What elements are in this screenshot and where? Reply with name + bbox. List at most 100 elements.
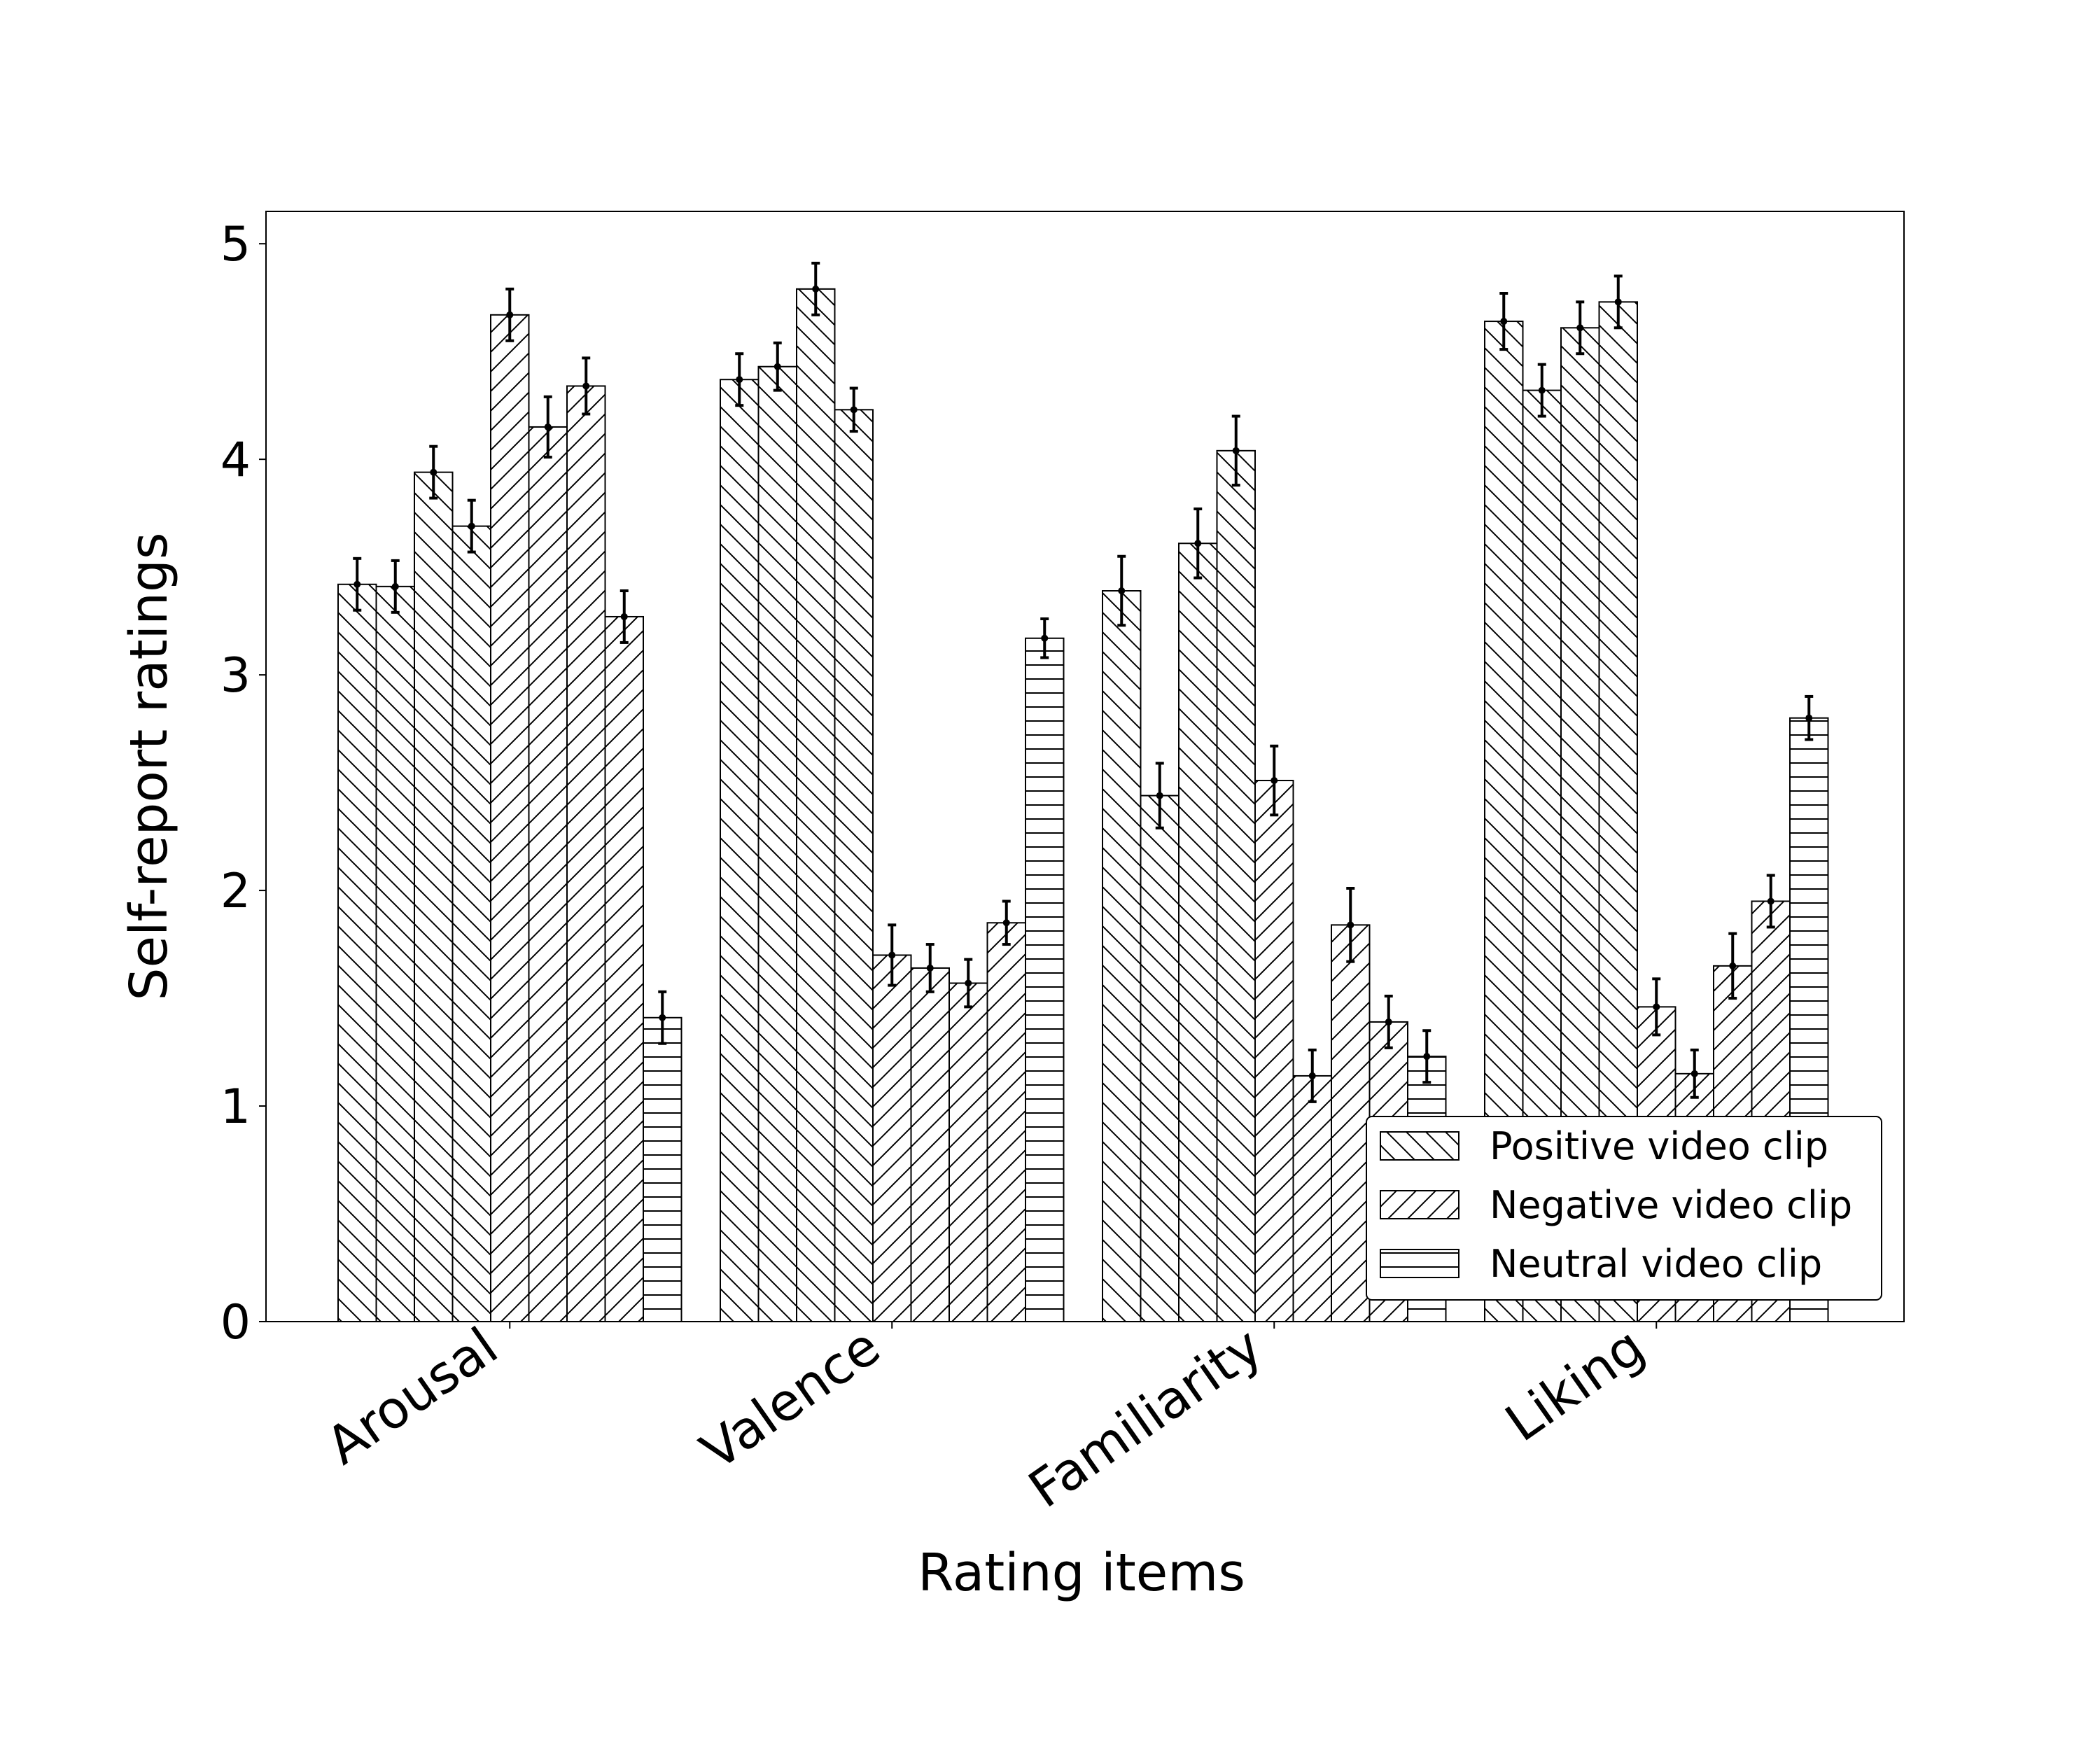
mean-point	[965, 979, 972, 987]
error-bar	[1805, 694, 1814, 741]
bar-arousal-8	[604, 615, 644, 1322]
legend-swatch-negative	[1380, 1190, 1460, 1219]
mean-point	[1614, 298, 1622, 306]
x-tick-label: Arousal	[316, 1316, 508, 1476]
error-bar	[1576, 300, 1585, 356]
bar-arousal-4	[451, 525, 491, 1322]
error-bar	[1499, 292, 1508, 351]
bar-arousal-7	[566, 385, 606, 1323]
mean-point	[1194, 540, 1202, 547]
error-bar	[1270, 744, 1279, 817]
bar-arousal-3	[414, 471, 454, 1322]
mean-point	[468, 522, 475, 530]
x-tick-label: Liking	[1495, 1316, 1656, 1453]
error-bar	[1346, 886, 1355, 963]
y-tick-label: 0	[220, 1295, 251, 1350]
bar-valence-2	[757, 365, 797, 1322]
error-bar	[353, 556, 362, 612]
x-tick-label: Valence	[690, 1316, 890, 1481]
y-axis: 0 1 2 3 4 5	[220, 217, 266, 1350]
mean-point	[1347, 921, 1354, 929]
bar-arousal-5	[490, 314, 530, 1322]
error-bar	[391, 559, 400, 614]
x-tick-label: Familiarity	[1018, 1316, 1273, 1520]
error-bar	[1652, 977, 1661, 1037]
mean-point	[391, 582, 399, 590]
bar-familiarity-4	[1216, 449, 1256, 1322]
legend-swatch-positive	[1380, 1131, 1460, 1161]
mean-point	[812, 285, 820, 293]
bar-valence-8	[986, 922, 1026, 1322]
bar-valence-9	[1025, 637, 1065, 1322]
mean-point	[1423, 1053, 1431, 1060]
error-bar	[505, 287, 514, 342]
bar-familiarity-5	[1254, 780, 1294, 1322]
bar-familiarity-7	[1331, 924, 1371, 1322]
x-axis: Arousal Valence Familiarity Liking	[316, 1316, 1658, 1520]
error-bar	[543, 395, 552, 459]
mean-point	[582, 382, 590, 390]
mean-point	[1156, 792, 1163, 799]
legend-swatch-neutral	[1380, 1249, 1460, 1278]
mean-point	[1232, 447, 1240, 454]
error-bar	[964, 958, 973, 1009]
error-bar	[925, 943, 934, 993]
mean-point	[1118, 587, 1126, 595]
x-axis-title: Rating items	[918, 1543, 1245, 1603]
error-bar	[1231, 414, 1240, 487]
mean-point	[1041, 634, 1049, 642]
bar-arousal-9	[643, 1016, 682, 1323]
error-bar	[1690, 1048, 1699, 1099]
legend-label-positive: Positive video clip	[1490, 1124, 1828, 1168]
mean-point	[1538, 386, 1546, 394]
error-bar	[658, 990, 667, 1045]
error-bar	[811, 261, 820, 316]
error-bar	[620, 589, 629, 644]
error-bar	[1422, 1029, 1432, 1084]
error-bar	[582, 356, 591, 416]
bar-valence-4	[834, 409, 874, 1323]
bar-valence-6	[910, 967, 950, 1323]
bar-arousal-1	[337, 583, 377, 1322]
mean-point	[1653, 1003, 1660, 1011]
mean-point	[1385, 1018, 1392, 1026]
error-bar	[1728, 932, 1737, 1000]
bar-valence-7	[948, 982, 988, 1322]
plot-area-frame	[265, 211, 1905, 1322]
bar-valence-1	[720, 379, 760, 1322]
mean-point	[659, 1014, 666, 1021]
error-bar	[429, 444, 438, 500]
mean-point	[1690, 1070, 1698, 1077]
bar-valence-3	[796, 288, 836, 1323]
mean-point	[774, 363, 781, 370]
error-bar	[1308, 1048, 1317, 1103]
mean-point	[1270, 777, 1278, 785]
y-tick-label: 4	[220, 433, 251, 488]
bar-familiarity-1	[1102, 590, 1142, 1323]
error-bar	[888, 923, 897, 987]
bar-familiarity-6	[1292, 1074, 1332, 1323]
mean-point	[1805, 714, 1813, 722]
error-bar	[1194, 507, 1203, 580]
mean-point	[736, 376, 743, 384]
y-tick-label: 3	[220, 648, 251, 704]
mean-point	[1002, 919, 1010, 927]
bar-arousal-6	[528, 426, 568, 1322]
y-axis-title: Self-report ratings	[119, 532, 179, 1000]
mean-point	[1729, 962, 1737, 969]
error-bar	[1155, 762, 1164, 830]
mean-point	[354, 580, 361, 588]
error-bar	[1002, 899, 1011, 946]
bar-valence-5	[872, 954, 912, 1323]
mean-point	[430, 468, 438, 476]
error-bar	[1766, 874, 1775, 929]
y-tick-label: 1	[220, 1079, 251, 1135]
error-bar	[467, 498, 476, 554]
legend-frame	[1366, 1116, 1882, 1301]
error-bar	[849, 386, 858, 433]
error-bar	[1117, 554, 1126, 627]
mean-point	[544, 423, 552, 430]
mean-point	[888, 951, 896, 959]
mean-point	[1767, 897, 1774, 905]
